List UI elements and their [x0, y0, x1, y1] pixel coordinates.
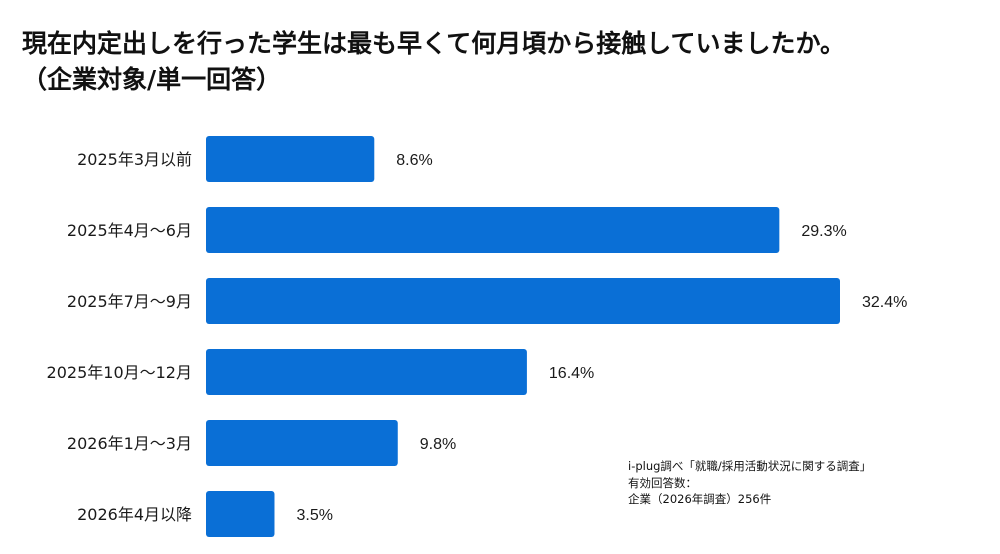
source-note: i-plug調べ「就職/採用活動状況に関する調査」 有効回答数： 企業（2026…	[628, 458, 871, 508]
category-label: 2025年10月～12月	[47, 363, 192, 382]
bar-3	[206, 278, 840, 324]
value-label: 8.6%	[396, 152, 432, 169]
category-label: 2026年4月以降	[77, 505, 192, 524]
category-label: 2025年4月～6月	[67, 221, 192, 240]
bar-1	[206, 136, 375, 182]
bar-6	[206, 491, 275, 537]
value-label: 16.4%	[549, 365, 594, 382]
bar-4	[206, 349, 527, 395]
chart-title-line1: 現在内定出しを行った学生は最も早くて何月頃から接触していましたか。	[22, 29, 846, 58]
value-label: 29.3%	[801, 223, 846, 240]
bar-2	[206, 207, 780, 253]
source-note-line1: i-plug調べ「就職/採用活動状況に関する調査」	[628, 459, 872, 473]
chart-title: 現在内定出しを行った学生は最も早くて何月頃から接触していましたか。 （企業対象/…	[22, 26, 845, 98]
value-label: 3.5%	[296, 507, 332, 524]
value-label: 32.4%	[862, 294, 907, 311]
chart-title-line2: （企業対象/単一回答）	[22, 65, 282, 94]
value-label: 9.8%	[420, 436, 456, 453]
source-note-line2: 有効回答数：	[628, 475, 697, 490]
source-note-line3: 企業（2026年調査）256件	[628, 492, 772, 506]
bar-5	[206, 420, 398, 466]
category-label: 2025年3月以前	[77, 150, 192, 169]
category-label: 2026年1月～3月	[67, 434, 192, 453]
category-label: 2025年7月～9月	[67, 292, 192, 311]
